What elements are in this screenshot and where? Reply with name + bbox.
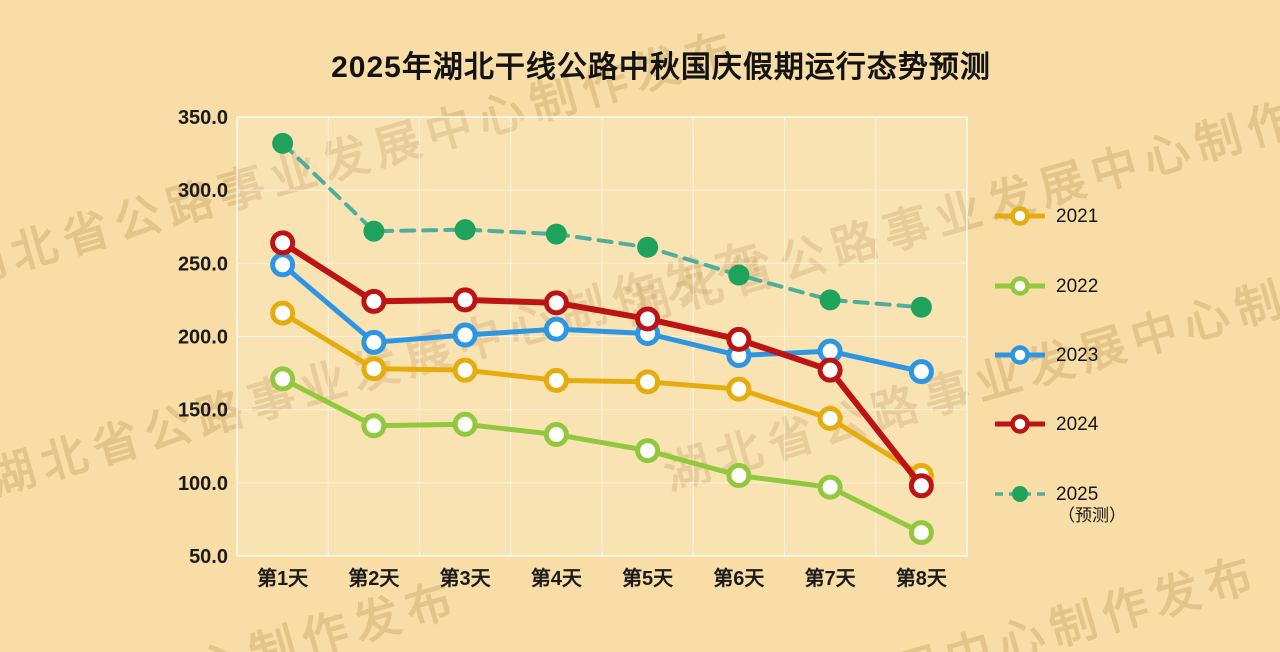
x-axis-tick-label: 第4天 [531, 566, 583, 590]
point-2022-day7 [817, 474, 843, 500]
x-axis-tick-label: 第2天 [348, 566, 400, 590]
point-2025-day8 [910, 296, 932, 318]
point-2022-day8 [908, 520, 934, 546]
point-2023-day8 [908, 359, 934, 385]
y-axis-tick-label: 350.0 [178, 107, 228, 129]
point-2023-day4 [543, 316, 569, 342]
point-2025-day3 [454, 219, 476, 241]
series-2024 [270, 230, 934, 499]
point-2025-day7 [819, 289, 841, 311]
point-2021-day7 [817, 405, 843, 431]
y-axis-tick-label: 250.0 [178, 253, 228, 275]
point-2023-day2 [361, 329, 387, 355]
point-2025-day6 [728, 264, 750, 286]
series-line-2021 [280, 310, 924, 479]
point-2021-day5 [635, 369, 661, 395]
point-2024-day3 [452, 287, 478, 313]
x-axis-tick-label: 第6天 [713, 566, 765, 590]
point-2024-day6 [726, 326, 752, 352]
y-axis-tick-label: 100.0 [178, 473, 228, 495]
x-axis-tick-label: 第7天 [805, 566, 857, 590]
point-2024-day1 [270, 230, 296, 256]
y-axis-tick-label: 300.0 [178, 180, 228, 202]
series-2025 [272, 132, 932, 318]
series-2022 [270, 366, 934, 546]
point-2022-day1 [270, 366, 296, 392]
series-line-2023 [280, 262, 924, 375]
point-2025-day5 [637, 236, 659, 258]
point-2023-day3 [452, 322, 478, 348]
point-2021-day6 [726, 376, 752, 402]
point-2022-day5 [635, 438, 661, 464]
point-2024-day8 [908, 473, 934, 499]
x-axis-tick-label: 第1天 [257, 566, 309, 590]
x-axis-tick-label: 第5天 [622, 566, 674, 590]
point-2024-day2 [361, 288, 387, 314]
point-2022-day4 [543, 422, 569, 448]
y-axis-tick-label: 50.0 [189, 546, 228, 568]
point-2025-day2 [363, 220, 385, 242]
y-axis-tick-label: 150.0 [178, 400, 228, 422]
point-2024-day7 [817, 357, 843, 383]
series-line-2025 [280, 141, 924, 310]
x-axis-labels: 第1天 第2天 第3天 第4天 第5天 第6天 第7天 第8天 [257, 566, 948, 590]
point-2025-day1 [272, 132, 294, 154]
plot-border [236, 116, 968, 557]
y-axis-tick-label: 200.0 [178, 327, 228, 349]
point-2025-day4 [545, 223, 567, 245]
point-2022-day2 [361, 413, 387, 439]
series-line-2022 [280, 376, 924, 536]
point-2022-day3 [452, 411, 478, 437]
x-axis-tick-label: 第8天 [896, 566, 948, 590]
point-2021-day1 [270, 300, 296, 326]
point-2024-day5 [635, 306, 661, 332]
x-axis-tick-label: 第3天 [440, 566, 492, 590]
point-2021-day3 [452, 357, 478, 383]
series-line-2024 [279, 239, 925, 489]
point-2022-day6 [726, 463, 752, 489]
point-2021-day4 [543, 367, 569, 393]
point-2021-day2 [361, 356, 387, 382]
chart-title: 2025年湖北干线公路中秋国庆假期运行态势预测 [331, 51, 991, 84]
point-2023-day1 [270, 252, 296, 278]
point-2024-day4 [543, 290, 569, 316]
y-axis-labels: 350.0 300.0 250.0 200.0 150.0 100.0 50.0 [178, 107, 228, 568]
